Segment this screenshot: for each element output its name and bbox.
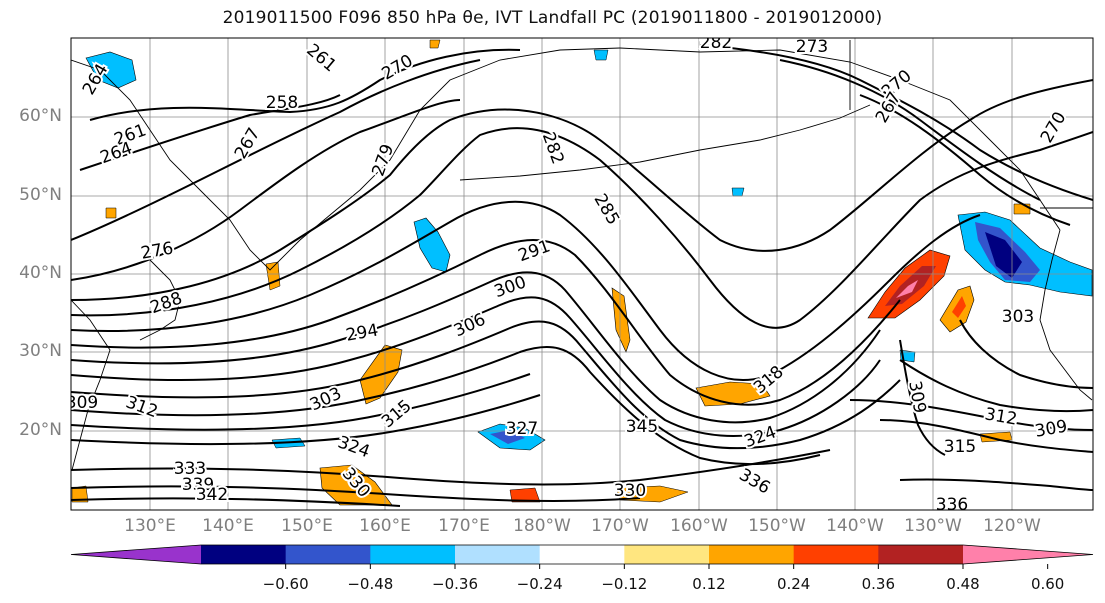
contour-line (71, 320, 901, 450)
longitude-label: 180°W (513, 516, 571, 536)
negative-anomaly-west-coast-deep (985, 232, 1022, 278)
graticule (71, 38, 1093, 510)
contour-line (71, 79, 1093, 301)
contour-line (71, 394, 541, 446)
colorbar-tick-label: −0.12 (601, 575, 648, 593)
colorbar-outline (70, 544, 1094, 565)
contour-label: 282 (700, 33, 732, 53)
colorbar-segment (285, 545, 371, 564)
longitude-label: 160°E (359, 516, 411, 536)
contour-line (849, 399, 1093, 431)
contour-label: 327 (506, 419, 538, 439)
colorbar-tick-label: 0.48 (946, 575, 980, 593)
contour-line (959, 319, 1093, 389)
contour-line (699, 44, 1093, 201)
colorbar-segment (201, 545, 287, 564)
longitude-label: 130°E (124, 516, 176, 536)
colorbar-segment (709, 545, 795, 564)
contour-line (79, 94, 341, 171)
longitude-label: 140°W (826, 516, 884, 536)
contour-label: 258 (266, 93, 298, 113)
contour-label: 330 (614, 481, 646, 501)
colorbar-segment (624, 545, 710, 564)
positive-anomaly-ar-peak (896, 280, 918, 298)
contour-label: 339 (182, 475, 214, 495)
colorbar (70, 544, 1094, 569)
contour-line (71, 373, 531, 431)
coastline-asia (71, 47, 621, 271)
colorbar-tick-label: 0.36 (861, 575, 896, 593)
contour-line (71, 239, 901, 406)
coastline-aleutians (459, 104, 871, 181)
longitude-label: 170°E (438, 516, 490, 536)
contour-line (71, 497, 401, 507)
colorbar-segment (539, 545, 625, 564)
contour-line (899, 478, 1093, 491)
coastline-japan (139, 259, 181, 341)
longitude-label: 130°W (904, 516, 962, 536)
contour-line (779, 59, 1041, 201)
contour-label: 333 (174, 459, 206, 479)
contour-label: 273 (796, 37, 828, 57)
colorbar-tick-label: −0.48 (347, 575, 394, 593)
contour-line (89, 48, 521, 121)
latitude-label: 30°N (19, 341, 62, 361)
longitude-label: 150°E (281, 516, 333, 536)
colorbar-tick-label: −0.36 (432, 575, 478, 593)
colorbar-extend-low (71, 545, 201, 564)
colorbar-segment (370, 545, 456, 564)
colorbar-tick-label: 0.12 (692, 575, 726, 593)
colorbar-tick-label: −0.60 (262, 575, 309, 593)
contour-line (879, 419, 1093, 453)
contour-line (71, 59, 481, 241)
contour-label: 345 (626, 417, 658, 437)
latitude-label: 50°N (19, 185, 62, 205)
negative-anomaly-japan-sea (85, 51, 137, 89)
contour-line (71, 200, 981, 381)
colorbar-segment (455, 545, 541, 564)
theta-e-contours (71, 44, 1093, 507)
longitude-label: 140°E (202, 516, 254, 536)
contour-label: 342 (196, 485, 228, 505)
contour-line (71, 127, 1093, 329)
map-title: 2019011500 F096 850 hPa θe, IVT Landfall… (222, 8, 883, 28)
contour-label: 336 (936, 495, 968, 515)
colorbar-tick-label: 0.24 (776, 575, 811, 593)
contour-label: 315 (944, 437, 976, 457)
colorbar-segment (793, 545, 879, 564)
contour-line (899, 359, 1093, 413)
plot-frame (70, 37, 1094, 511)
latitude-label: 60°N (19, 106, 62, 126)
latitude-label: 20°N (19, 420, 62, 440)
colorbar-tick-label: 0.60 (1030, 575, 1065, 593)
negative-anomaly-kuril (413, 217, 451, 273)
colorbar-segment (878, 545, 964, 564)
longitude-label: 150°W (748, 516, 806, 536)
contour-line (71, 296, 881, 437)
contour-line (71, 99, 461, 281)
contour-label: 303 (1002, 307, 1034, 327)
colorbar-extend-high (963, 545, 1093, 564)
longitude-label: 120°W (983, 516, 1041, 536)
longitude-label: 170°W (591, 516, 649, 536)
contour-line (859, 94, 1071, 226)
colorbar-tick-label: −0.24 (516, 575, 563, 593)
shading-layer (71, 39, 1093, 506)
contour-line (899, 339, 946, 456)
contour-line (71, 449, 831, 486)
negative-anomaly-subtropics-core (490, 430, 525, 444)
contour-line (71, 485, 641, 503)
contour-label: 309 (66, 393, 98, 413)
contour-line (71, 271, 881, 424)
latitude-label: 40°N (19, 263, 62, 283)
longitude-label: 160°W (670, 516, 728, 536)
coastline-alaska (619, 47, 1061, 231)
contour-line (71, 345, 821, 466)
